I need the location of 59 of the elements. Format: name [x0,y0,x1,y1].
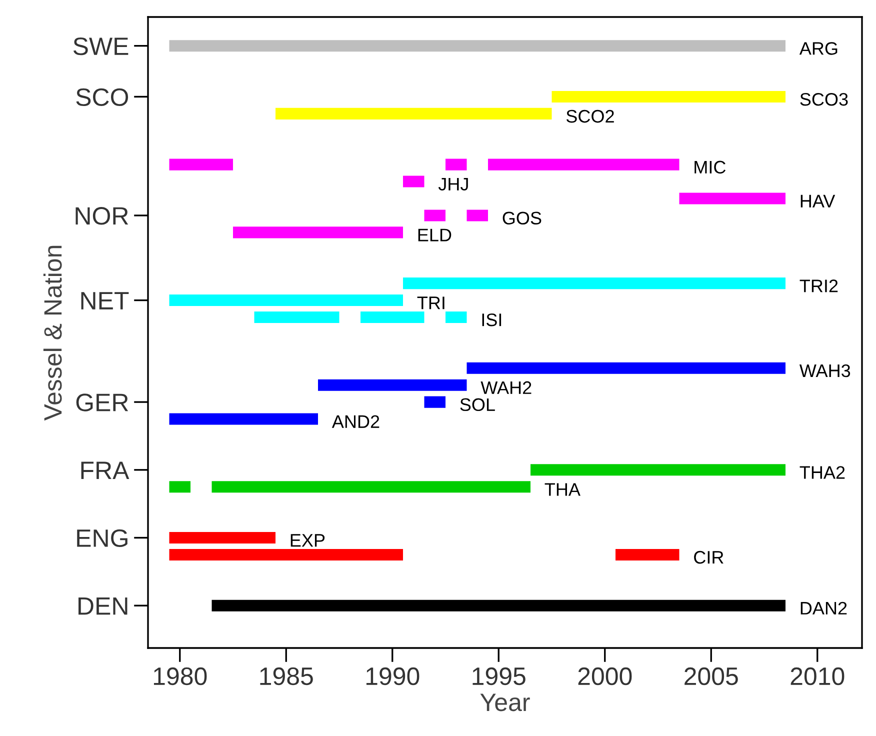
bar [276,108,552,120]
series-label: ISI [482,313,502,326]
series-label: SCO2 [566,110,614,123]
y-tick-label: SCO [76,88,128,106]
x-tick-label: 2010 [790,667,844,686]
bar [403,176,424,188]
series-label: SOL [460,398,495,412]
series-label: THA2 [800,466,845,479]
y-tick-label: SWE [73,37,128,56]
y-tick-label: NOR [76,207,128,225]
y-tick-label: FRA [81,462,130,479]
bar [616,548,680,560]
series-label: WAH3 [799,364,850,378]
bar [679,192,786,204]
bar [318,379,467,391]
bar [403,278,786,290]
bar [446,311,467,323]
series-label: GOS [502,212,542,224]
bar [169,158,233,170]
series-label: JHJ [438,178,468,191]
bar [169,532,276,544]
bar [530,464,786,476]
bar [488,158,680,170]
bar [169,294,403,306]
y-tick-label: GER [76,394,128,412]
bar [169,40,786,52]
series-label: HAV [800,194,836,208]
series-label: SCO3 [800,92,848,106]
bar [233,226,403,238]
series-label: AND2 [332,415,380,428]
bar [212,481,530,493]
series-label: DAN2 [800,602,847,614]
y-tick-label: NET [81,292,129,310]
bar [169,413,318,425]
bar [552,90,786,102]
series-label: THA [544,483,580,496]
x-tick-label: 1995 [472,667,526,686]
x-tick-label: 1980 [154,667,207,686]
series-label: ARG [799,42,838,55]
bar [212,600,786,612]
series-label: TRI2 [800,280,838,292]
x-tick-label: 2000 [578,667,632,686]
series-label: CIR [694,550,724,564]
series-label: TRI [417,296,444,310]
x-axis-title: Year [480,694,530,712]
series-label: WAH2 [480,381,532,394]
bar [424,396,446,408]
x-tick-label: 1985 [260,667,313,686]
bar [466,210,488,222]
y-tick-label: DEN [78,597,128,615]
bar [424,210,446,222]
x-tick-label: 2005 [684,667,738,686]
series-label: MIC [694,160,726,174]
x-tick-label: 1990 [366,667,420,686]
bar [466,362,786,374]
series-label: ELD [418,228,452,242]
y-tick-label: ENG [77,529,128,548]
y-axis-title: Vessel & Nation [43,246,62,421]
series-label: EXP [290,534,325,547]
